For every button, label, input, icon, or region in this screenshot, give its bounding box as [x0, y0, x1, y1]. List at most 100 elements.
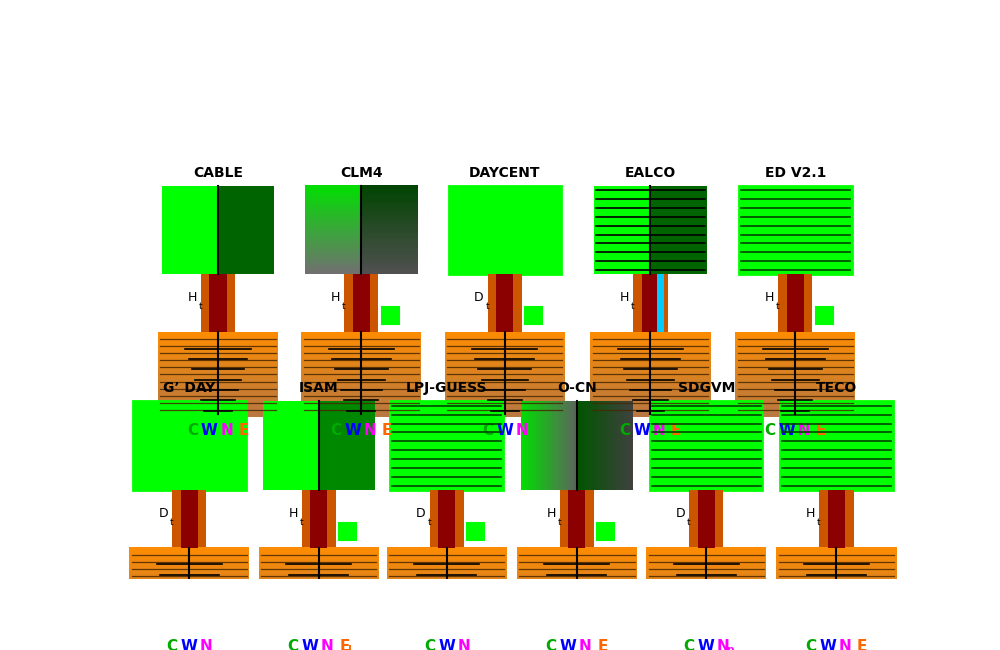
Text: N: N — [321, 639, 334, 650]
Bar — [361, 254, 418, 257]
Bar — [590, 336, 711, 341]
Bar — [735, 378, 855, 383]
Bar — [158, 408, 278, 413]
Bar — [129, 623, 249, 628]
Bar — [626, 402, 628, 490]
Bar — [596, 402, 598, 490]
Bar — [305, 256, 361, 259]
Bar — [564, 402, 566, 490]
Bar — [590, 332, 711, 417]
Bar — [517, 581, 637, 586]
Text: H: H — [288, 506, 298, 519]
Text: W: W — [633, 423, 650, 438]
Bar — [158, 344, 278, 349]
Bar — [445, 348, 565, 354]
Bar — [259, 586, 379, 590]
Bar — [361, 188, 418, 192]
Bar — [305, 215, 361, 218]
Bar — [259, 548, 379, 632]
Bar — [305, 218, 361, 221]
Bar — [387, 560, 507, 565]
Text: N: N — [798, 423, 810, 438]
Bar — [445, 400, 565, 404]
Text: N: N — [220, 423, 233, 438]
Bar — [646, 590, 766, 594]
Bar — [430, 490, 464, 548]
Bar — [305, 200, 361, 203]
Text: W: W — [778, 423, 795, 438]
Text: H: H — [331, 291, 340, 304]
Bar — [776, 611, 897, 616]
Bar — [353, 274, 370, 332]
Bar — [517, 619, 637, 624]
Bar — [361, 242, 418, 245]
Bar — [445, 344, 565, 349]
Bar — [445, 404, 565, 408]
Bar — [158, 383, 278, 387]
Bar — [735, 361, 855, 366]
Bar — [387, 615, 507, 619]
Bar — [568, 490, 585, 548]
Bar — [517, 598, 637, 603]
Bar — [592, 402, 594, 490]
Text: E: E — [597, 639, 608, 650]
Bar — [552, 402, 555, 490]
Text: N: N — [579, 639, 592, 650]
Bar — [735, 332, 855, 336]
Bar — [129, 619, 249, 624]
Bar — [517, 564, 637, 569]
Bar — [590, 370, 711, 374]
Bar — [445, 336, 565, 341]
Bar — [646, 573, 766, 577]
Bar — [547, 402, 549, 490]
Text: EALCO: EALCO — [625, 166, 676, 179]
Bar — [735, 383, 855, 387]
Text: D: D — [474, 291, 484, 304]
Bar — [735, 332, 855, 417]
Bar — [158, 400, 278, 404]
Bar — [301, 332, 421, 336]
Text: H: H — [806, 506, 816, 519]
Bar — [361, 224, 418, 227]
Bar — [259, 556, 379, 560]
Bar — [828, 490, 845, 548]
Bar — [361, 239, 418, 242]
Bar — [129, 615, 249, 619]
Bar — [438, 490, 455, 548]
Bar — [158, 395, 278, 400]
Bar — [387, 556, 507, 560]
Bar — [361, 256, 418, 259]
Bar — [517, 603, 637, 607]
Text: O-CN: O-CN — [557, 382, 597, 395]
Bar — [129, 552, 249, 556]
Text: TECO: TECO — [816, 382, 857, 395]
Text: E: E — [238, 423, 249, 438]
Bar — [361, 244, 418, 248]
Bar — [650, 402, 762, 490]
Bar — [582, 402, 585, 490]
Bar — [445, 408, 565, 413]
Bar — [301, 353, 421, 358]
Bar — [305, 268, 361, 272]
Bar — [571, 402, 573, 490]
Bar — [445, 378, 565, 383]
Bar — [301, 395, 421, 400]
Text: D: D — [159, 506, 168, 519]
Text: W: W — [438, 639, 455, 650]
Bar — [305, 212, 361, 215]
Bar — [735, 357, 855, 362]
Bar — [517, 548, 637, 632]
Text: H: H — [765, 291, 774, 304]
Bar — [361, 250, 418, 254]
Bar — [129, 548, 249, 632]
Bar — [735, 395, 855, 400]
Bar — [627, 402, 630, 490]
Bar — [618, 402, 620, 490]
Bar — [387, 619, 507, 624]
Bar — [129, 577, 249, 582]
Bar — [603, 402, 605, 490]
Bar — [361, 185, 418, 188]
Bar — [158, 332, 278, 336]
Bar — [558, 402, 560, 490]
Bar — [735, 336, 855, 341]
